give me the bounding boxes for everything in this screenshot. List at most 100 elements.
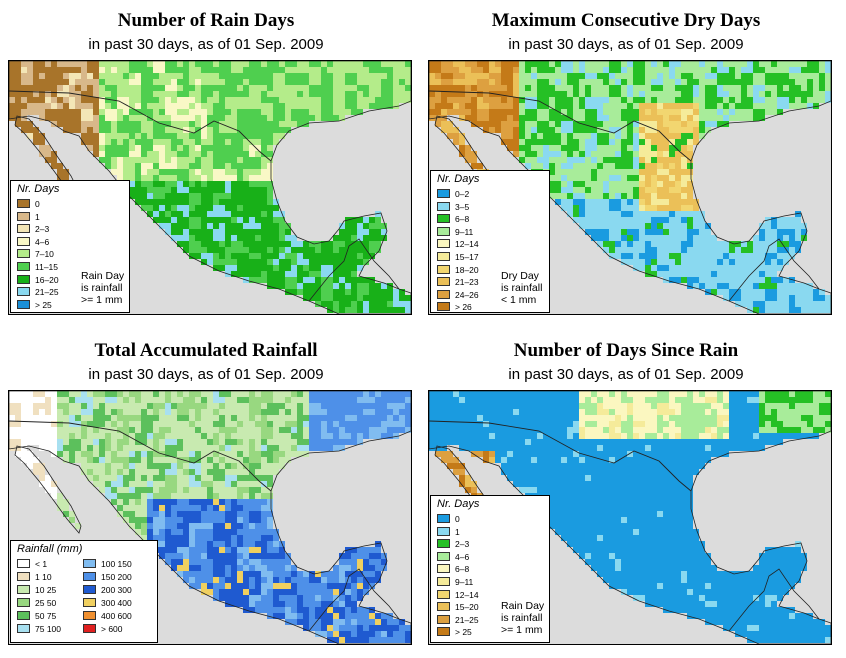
- map-cell: [309, 115, 315, 121]
- map-cell: [825, 79, 831, 85]
- map-cell: [801, 295, 807, 301]
- map-cell: [255, 595, 261, 601]
- map-cell: [597, 193, 603, 199]
- map-cell: [129, 391, 135, 397]
- map-cell: [615, 133, 621, 139]
- map-cell: [303, 289, 309, 295]
- map-cell: [393, 619, 399, 625]
- map-cell: [651, 217, 657, 223]
- map-cell: [729, 271, 735, 277]
- map-cell: [309, 427, 315, 433]
- map-cell: [21, 61, 27, 67]
- map-cell: [69, 511, 75, 517]
- map-cell: [519, 85, 525, 91]
- map-cell: [177, 511, 183, 517]
- map-cell: [99, 127, 105, 133]
- map-cell: [87, 439, 93, 445]
- map-cell: [555, 121, 561, 127]
- map-cell: [495, 397, 501, 403]
- map-cell: [729, 289, 735, 295]
- map-cell: [375, 409, 381, 415]
- map-cell: [543, 145, 549, 151]
- map-cell: [291, 577, 297, 583]
- map-cell: [369, 85, 375, 91]
- map-cell: [573, 199, 579, 205]
- map-cell: [315, 619, 321, 625]
- map-cell: [21, 73, 27, 79]
- map-cell: [321, 85, 327, 91]
- map-cell: [729, 79, 735, 85]
- map-cell: [729, 103, 735, 109]
- map-cell: [273, 391, 279, 397]
- map-cell: [711, 283, 717, 289]
- map-cell: [183, 505, 189, 511]
- map-cell: [165, 121, 171, 127]
- map-cell: [249, 175, 255, 181]
- map-cell: [609, 61, 615, 67]
- map-cell: [615, 169, 621, 175]
- map-cell: [501, 97, 507, 103]
- map-cell: [657, 109, 663, 115]
- legend-swatch: [437, 201, 450, 211]
- map-cell: [561, 199, 567, 205]
- map-cell: [183, 67, 189, 73]
- map-cell: [267, 541, 273, 547]
- map-cell: [627, 199, 633, 205]
- map-cell: [153, 187, 159, 193]
- map-cell: [75, 409, 81, 415]
- map-cell: [201, 571, 207, 577]
- map-cell: [567, 151, 573, 157]
- map-cell: [195, 127, 201, 133]
- map-cell: [603, 121, 609, 127]
- map-cell: [237, 535, 243, 541]
- map-cell: [357, 409, 363, 415]
- map-cell: [237, 199, 243, 205]
- map-cell: [753, 283, 759, 289]
- map-cell: [189, 433, 195, 439]
- map-cell: [231, 463, 237, 469]
- map-cell: [291, 565, 297, 571]
- map-cell: [183, 499, 189, 505]
- map-cell: [669, 109, 675, 115]
- map-cell: [243, 415, 249, 421]
- map-cell: [285, 115, 291, 121]
- map-cell: [525, 91, 531, 97]
- map-cell: [147, 523, 153, 529]
- map-cell: [99, 481, 105, 487]
- map-cell: [279, 265, 285, 271]
- map-cell: [363, 259, 369, 265]
- map-cell: [639, 241, 645, 247]
- map-cell: [207, 547, 213, 553]
- map-cell: [117, 151, 123, 157]
- map-cell: [297, 415, 303, 421]
- panel-subtitle: in past 30 days, as of 01 Sep. 2009: [88, 36, 324, 53]
- map-cell: [237, 175, 243, 181]
- map-cell: [543, 115, 549, 121]
- map-cell: [111, 85, 117, 91]
- map-cell: [441, 409, 447, 415]
- map-cell: [777, 217, 783, 223]
- map-cell: [135, 427, 141, 433]
- map-cell: [297, 577, 303, 583]
- map-cell: [627, 139, 633, 145]
- map-cell: [555, 181, 561, 187]
- legend-label: 12–14: [455, 239, 479, 250]
- map-cell: [267, 253, 273, 259]
- map-cell: [375, 223, 381, 229]
- map-cell: [195, 457, 201, 463]
- map-cell: [111, 169, 117, 175]
- map-cell: [405, 67, 411, 73]
- map-cell: [249, 541, 255, 547]
- map-cell: [261, 259, 267, 265]
- map-cell: [33, 97, 39, 103]
- map-cell: [285, 289, 291, 295]
- map-cell: [501, 133, 507, 139]
- map-cell: [267, 109, 273, 115]
- map-cell: [645, 157, 651, 163]
- map-cell: [783, 223, 789, 229]
- map-cell: [267, 223, 273, 229]
- legend-note: Rain Day is rainfall >= 1 mm: [81, 270, 124, 306]
- map-cell: [177, 229, 183, 235]
- map-cell: [333, 235, 339, 241]
- map-cell: [291, 601, 297, 607]
